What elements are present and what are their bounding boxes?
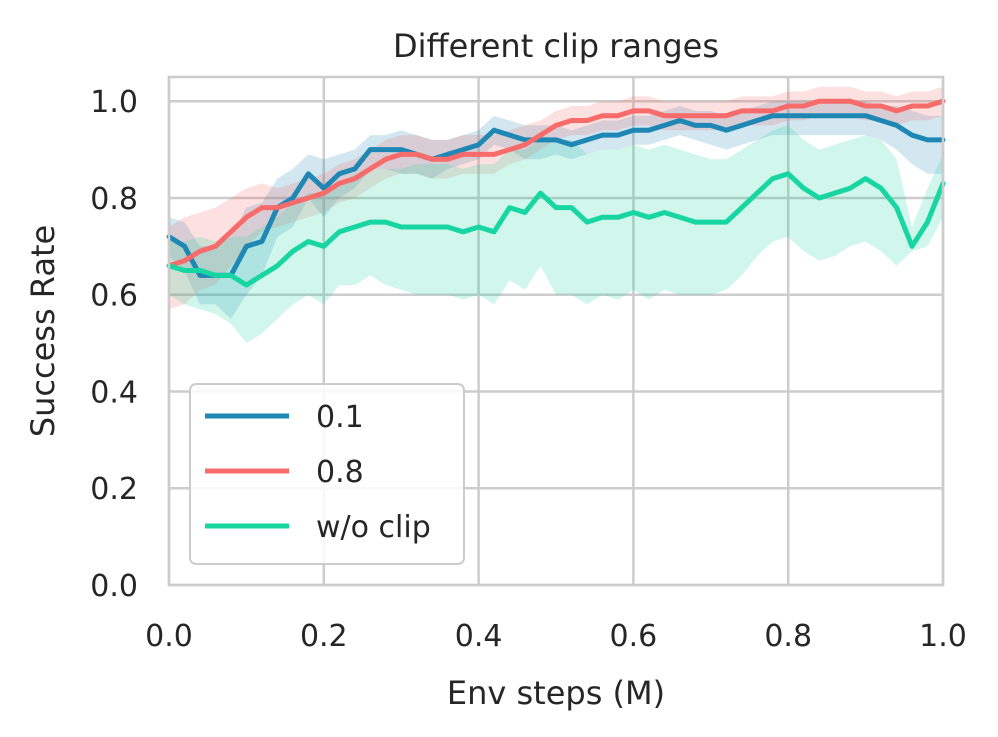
y-tick-label: 0.6 xyxy=(90,279,138,314)
y-tick-label: 0.4 xyxy=(90,375,138,410)
band-w-o-clip xyxy=(169,125,943,344)
y-tick-label: 0.2 xyxy=(90,472,138,507)
series-lines xyxy=(166,98,946,288)
line-0-8 xyxy=(166,98,946,269)
line-0-1 xyxy=(166,113,946,278)
y-axis-label: Success Rate xyxy=(24,225,62,437)
x-axis-label: Env steps (M) xyxy=(447,674,665,712)
y-tick-label: 0.8 xyxy=(90,182,138,217)
band-0-8 xyxy=(169,86,943,310)
legend-label: w/o clip xyxy=(316,510,431,545)
plot-frame xyxy=(167,75,945,587)
legend-box xyxy=(189,383,465,565)
y-tick-label: 0.0 xyxy=(90,569,138,604)
legend-label: 0.1 xyxy=(316,400,364,435)
x-tick-label: 0.0 xyxy=(145,619,193,654)
x-tick-label: 0.4 xyxy=(455,619,503,654)
y-tick-label: 1.0 xyxy=(90,85,138,120)
chart-title: Different clip ranges xyxy=(393,27,719,65)
x-tick-labels: 0.0 0.2 0.4 0.6 0.8 1.0 xyxy=(145,619,967,654)
line-w-o-clip xyxy=(166,171,946,288)
y-tick-labels: 0.0 0.2 0.4 0.6 0.8 1.0 xyxy=(90,85,138,604)
x-tick-label: 0.2 xyxy=(300,619,348,654)
x-tick-label: 0.8 xyxy=(764,619,812,654)
legend-label: 0.8 xyxy=(316,455,364,490)
x-tick-label: 0.6 xyxy=(610,619,658,654)
x-tick-label: 1.0 xyxy=(919,619,967,654)
legend: 0.1 0.8 w/o clip xyxy=(189,383,465,565)
